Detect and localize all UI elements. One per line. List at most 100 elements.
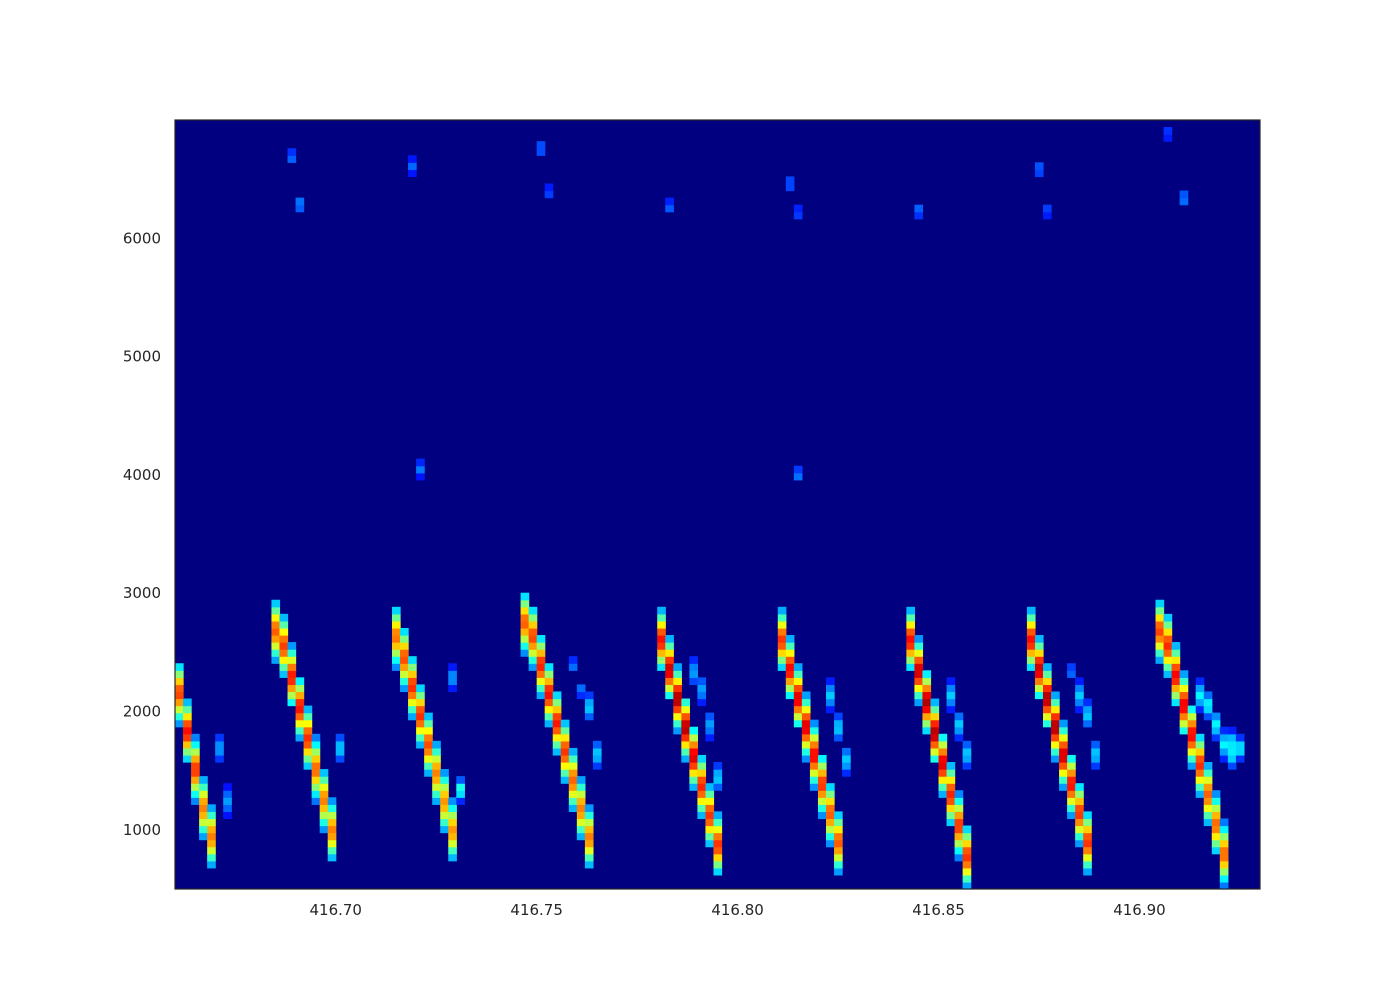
spectrogram-cell bbox=[1067, 762, 1076, 770]
plot-background bbox=[175, 120, 1260, 889]
spectrogram-cell bbox=[1083, 867, 1092, 876]
spectrogram-cell bbox=[287, 663, 297, 671]
spectrogram-cell bbox=[448, 663, 457, 671]
spectrogram-cell bbox=[287, 677, 297, 686]
spectrogram-cell bbox=[914, 204, 924, 213]
spectrogram-cell bbox=[1026, 635, 1036, 643]
spectrogram-cell bbox=[327, 832, 337, 841]
spectrogram-cell bbox=[279, 656, 289, 664]
spectrogram-cell bbox=[544, 663, 554, 671]
spectrogram-cell bbox=[1155, 613, 1165, 622]
spectrogram-cell bbox=[560, 747, 570, 756]
spectrogram-cell bbox=[416, 712, 425, 721]
spectrogram-cell bbox=[520, 635, 530, 643]
spectrogram-cell bbox=[552, 705, 562, 714]
spectrogram-cell bbox=[424, 740, 433, 749]
spectrogram-cell bbox=[930, 712, 940, 721]
spectrogram-cell bbox=[801, 754, 811, 763]
spectrogram-cell bbox=[319, 769, 329, 777]
spectrogram-cell bbox=[657, 649, 666, 657]
spectrogram-cell bbox=[311, 790, 321, 798]
spectrogram-cell bbox=[1235, 747, 1245, 756]
spectrogram-cell bbox=[1171, 663, 1181, 671]
spectrogram-cell bbox=[536, 684, 546, 693]
spectrogram-cell bbox=[319, 797, 329, 805]
spectrogram-cell bbox=[705, 825, 715, 834]
spectrogram-cell bbox=[199, 825, 208, 834]
spectrogram-cell bbox=[223, 797, 232, 805]
spectrogram-cell bbox=[657, 606, 666, 615]
spectrogram-cell bbox=[962, 839, 972, 848]
spectrogram-cell bbox=[914, 649, 924, 657]
spectrogram-cell bbox=[552, 733, 562, 742]
spectrogram-cell bbox=[424, 762, 433, 770]
spectrogram-cell bbox=[1051, 719, 1060, 728]
spectrogram-cell bbox=[665, 656, 674, 664]
spectrogram-cell bbox=[1219, 839, 1229, 848]
spectrogram-cell bbox=[1034, 677, 1044, 686]
spectrogram-cell bbox=[544, 670, 554, 678]
spectrogram-cell bbox=[1163, 134, 1173, 142]
spectrogram-cell bbox=[785, 649, 795, 657]
spectrogram-cell bbox=[520, 606, 530, 615]
spectrogram-cell bbox=[785, 677, 795, 686]
spectrogram-cell bbox=[689, 754, 699, 763]
x-axis: 416.70 416.75 416.80 416.85 416.90 bbox=[309, 901, 1165, 919]
spectrogram-cell bbox=[191, 776, 200, 784]
spectrogram-cells bbox=[175, 127, 1245, 890]
spectrogram-cell bbox=[1187, 712, 1197, 721]
spectrogram-cell bbox=[1026, 642, 1036, 650]
spectrogram-cell bbox=[1171, 649, 1181, 657]
spectrogram-cell bbox=[665, 649, 674, 657]
spectrogram-cell bbox=[922, 726, 932, 735]
spectrogram-cell bbox=[785, 663, 795, 671]
spectrogram-cell bbox=[1034, 635, 1044, 643]
spectrogram-cell bbox=[544, 719, 554, 728]
spectrogram-cell bbox=[954, 797, 964, 805]
spectrogram-cell bbox=[416, 684, 425, 693]
spectrogram-cell bbox=[448, 811, 457, 820]
spectrogram-cell bbox=[576, 790, 586, 798]
spectrogram-cell bbox=[584, 846, 594, 855]
spectrogram-cell bbox=[416, 691, 425, 700]
spectrogram-cell bbox=[1179, 705, 1189, 714]
x-tick-label: 416.90 bbox=[1113, 901, 1166, 919]
spectrogram-cell bbox=[191, 747, 200, 756]
spectrogram-cell bbox=[938, 747, 948, 756]
spectrogram-cell bbox=[1163, 663, 1173, 671]
spectrogram-cell bbox=[287, 642, 297, 650]
spectrogram-cell bbox=[279, 663, 289, 671]
spectrogram-cell bbox=[946, 797, 956, 805]
spectrogram-cell bbox=[697, 677, 707, 686]
spectrogram-cell bbox=[1211, 790, 1221, 798]
spectrogram-cell bbox=[1043, 684, 1052, 693]
spectrogram-cell bbox=[809, 733, 819, 742]
spectrogram-cell bbox=[705, 804, 715, 812]
spectrogram-cell bbox=[922, 705, 932, 714]
spectrogram-cell bbox=[175, 684, 184, 693]
spectrogram-cell bbox=[1211, 726, 1221, 735]
spectrogram-cell bbox=[785, 684, 795, 693]
spectrogram-cell bbox=[785, 176, 795, 185]
spectrogram-cell bbox=[392, 627, 401, 636]
spectrogram-cell bbox=[568, 797, 578, 805]
spectrogram-cell bbox=[303, 740, 313, 749]
spectrogram-cell bbox=[544, 684, 554, 693]
spectrogram-cell bbox=[568, 769, 578, 777]
spectrogram-cell bbox=[1219, 740, 1229, 749]
spectrogram-cell bbox=[1227, 754, 1237, 763]
spectrogram-cell bbox=[1075, 804, 1084, 812]
spectrogram-cell bbox=[207, 846, 216, 855]
spectrogram-cell bbox=[673, 663, 682, 671]
spectrogram-cell bbox=[1211, 846, 1221, 855]
spectrogram-cell bbox=[962, 825, 972, 834]
spectrogram-cell bbox=[544, 691, 554, 700]
spectrogram-cell bbox=[1211, 818, 1221, 827]
spectrogram-cell bbox=[1195, 769, 1205, 777]
spectrogram-cell bbox=[327, 839, 337, 848]
spectrogram-cell bbox=[528, 649, 538, 657]
spectrogram-cell bbox=[271, 642, 281, 650]
spectrogram-cell bbox=[906, 606, 916, 615]
spectrogram-cell bbox=[416, 733, 425, 742]
